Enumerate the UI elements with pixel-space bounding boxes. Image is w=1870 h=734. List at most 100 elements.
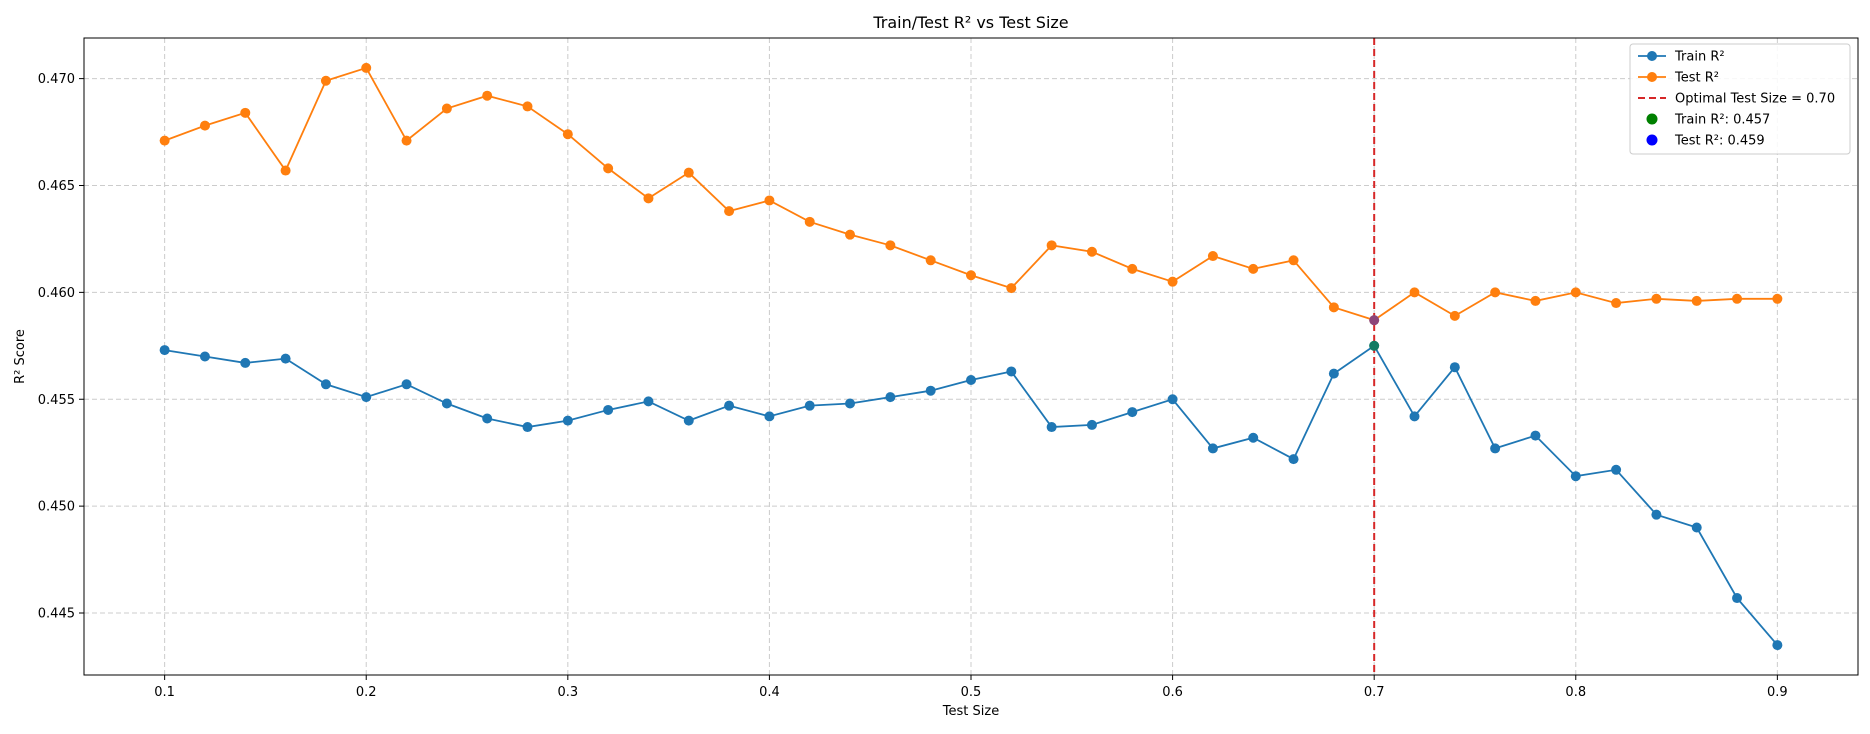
data-point: [764, 195, 775, 206]
data-point: [925, 385, 936, 396]
x-tick-label: 0.5: [961, 685, 982, 700]
data-point: [1691, 522, 1702, 533]
data-point: [1490, 287, 1501, 298]
data-point: [1772, 640, 1783, 651]
data-point: [441, 398, 452, 409]
data-point: [441, 103, 452, 114]
optimal-test-marker: [1369, 315, 1380, 326]
x-tick-label: 0.6: [1162, 685, 1183, 700]
data-point: [1248, 432, 1259, 443]
legend-test: Test R²: [1638, 71, 1719, 86]
data-point: [482, 413, 493, 424]
data-point: [1490, 443, 1501, 454]
y-tick-label: 0.465: [38, 179, 75, 194]
legend-label: Optimal Test Size = 0.70: [1675, 92, 1835, 107]
x-tick-label: 0.2: [356, 685, 377, 700]
y-axis-label: R² Score: [13, 329, 28, 384]
legend-handle-marker: [1647, 72, 1657, 82]
data-point: [1570, 471, 1581, 482]
data-point: [966, 375, 976, 386]
data-point: [1127, 263, 1138, 274]
legend-handle-marker: [1646, 113, 1658, 125]
y-tick-label: 0.460: [38, 286, 75, 301]
legend-handle-marker: [1647, 51, 1657, 61]
legend-label: Test R²: [1674, 71, 1719, 86]
data-point: [1449, 362, 1460, 373]
data-point: [1006, 366, 1017, 377]
x-tick-label: 0.4: [759, 685, 780, 700]
legend-optimal-train: Train R²: 0.457: [1646, 113, 1770, 128]
data-point: [724, 206, 735, 217]
data-point: [966, 270, 976, 281]
data-point: [683, 415, 694, 426]
data-point: [1167, 276, 1178, 287]
y-tick-label: 0.450: [38, 500, 75, 515]
data-point: [361, 392, 372, 403]
data-point: [1732, 293, 1743, 304]
data-point: [280, 165, 291, 176]
data-point: [401, 379, 412, 390]
x-tick-label: 0.7: [1364, 685, 1385, 700]
data-point: [199, 120, 210, 131]
x-axis-ticks: 0.1 0.2 0.3 0.4 0.5 0.6 0.7 0.8 0.9: [154, 675, 1788, 700]
data-point: [804, 400, 815, 411]
data-point: [1449, 310, 1460, 321]
data-point: [199, 351, 210, 362]
data-point: [1207, 443, 1218, 454]
data-point: [280, 353, 291, 364]
data-point: [1570, 287, 1581, 298]
data-point: [1046, 422, 1057, 433]
data-point: [804, 216, 815, 227]
data-point: [1328, 302, 1339, 313]
data-point: [603, 163, 614, 174]
data-point: [1288, 454, 1299, 465]
legend-optimal-test: Test R²: 0.459: [1646, 134, 1765, 149]
data-point: [1207, 251, 1218, 262]
data-point: [562, 415, 573, 426]
data-point: [1530, 295, 1541, 306]
data-point: [562, 129, 573, 140]
data-point: [482, 90, 493, 101]
data-point: [401, 135, 412, 146]
data-point: [724, 400, 735, 411]
data-point: [643, 396, 654, 407]
data-point: [1651, 509, 1662, 520]
data-point: [1369, 315, 1380, 326]
data-point: [1248, 263, 1259, 274]
data-point: [1288, 255, 1299, 266]
data-point: [1328, 368, 1339, 379]
data-point: [522, 101, 533, 112]
y-axis-ticks: 0.445 0.450 0.455 0.460 0.465 0.470: [38, 72, 84, 622]
data-point: [1006, 283, 1017, 294]
data-point: [159, 345, 170, 356]
data-point: [522, 422, 533, 433]
data-point: [1167, 394, 1178, 405]
data-point: [1732, 593, 1743, 604]
x-tick-label: 0.3: [557, 685, 578, 700]
data-point: [1611, 298, 1622, 309]
data-point: [1691, 295, 1702, 306]
data-point: [361, 62, 372, 73]
legend-train: Train R²: [1638, 50, 1725, 65]
data-point: [925, 255, 936, 266]
y-tick-label: 0.470: [38, 72, 75, 87]
data-point: [1127, 407, 1138, 418]
legend-optimal-line: Optimal Test Size = 0.70: [1638, 92, 1835, 107]
data-point: [1772, 293, 1783, 304]
data-point: [320, 75, 331, 86]
x-tick-label: 0.9: [1767, 685, 1788, 700]
data-point: [683, 167, 694, 178]
x-tick-label: 0.1: [154, 685, 175, 700]
data-point: [1409, 411, 1420, 422]
optimal-markers: [1369, 315, 1380, 351]
data-point: [240, 357, 251, 368]
data-point: [1611, 464, 1622, 475]
data-point: [1086, 246, 1097, 257]
y-tick-label: 0.455: [38, 393, 75, 408]
data-point: [1530, 430, 1541, 441]
data-point: [885, 392, 896, 403]
x-axis-label: Test Size: [942, 704, 999, 719]
data-point: [603, 404, 614, 415]
